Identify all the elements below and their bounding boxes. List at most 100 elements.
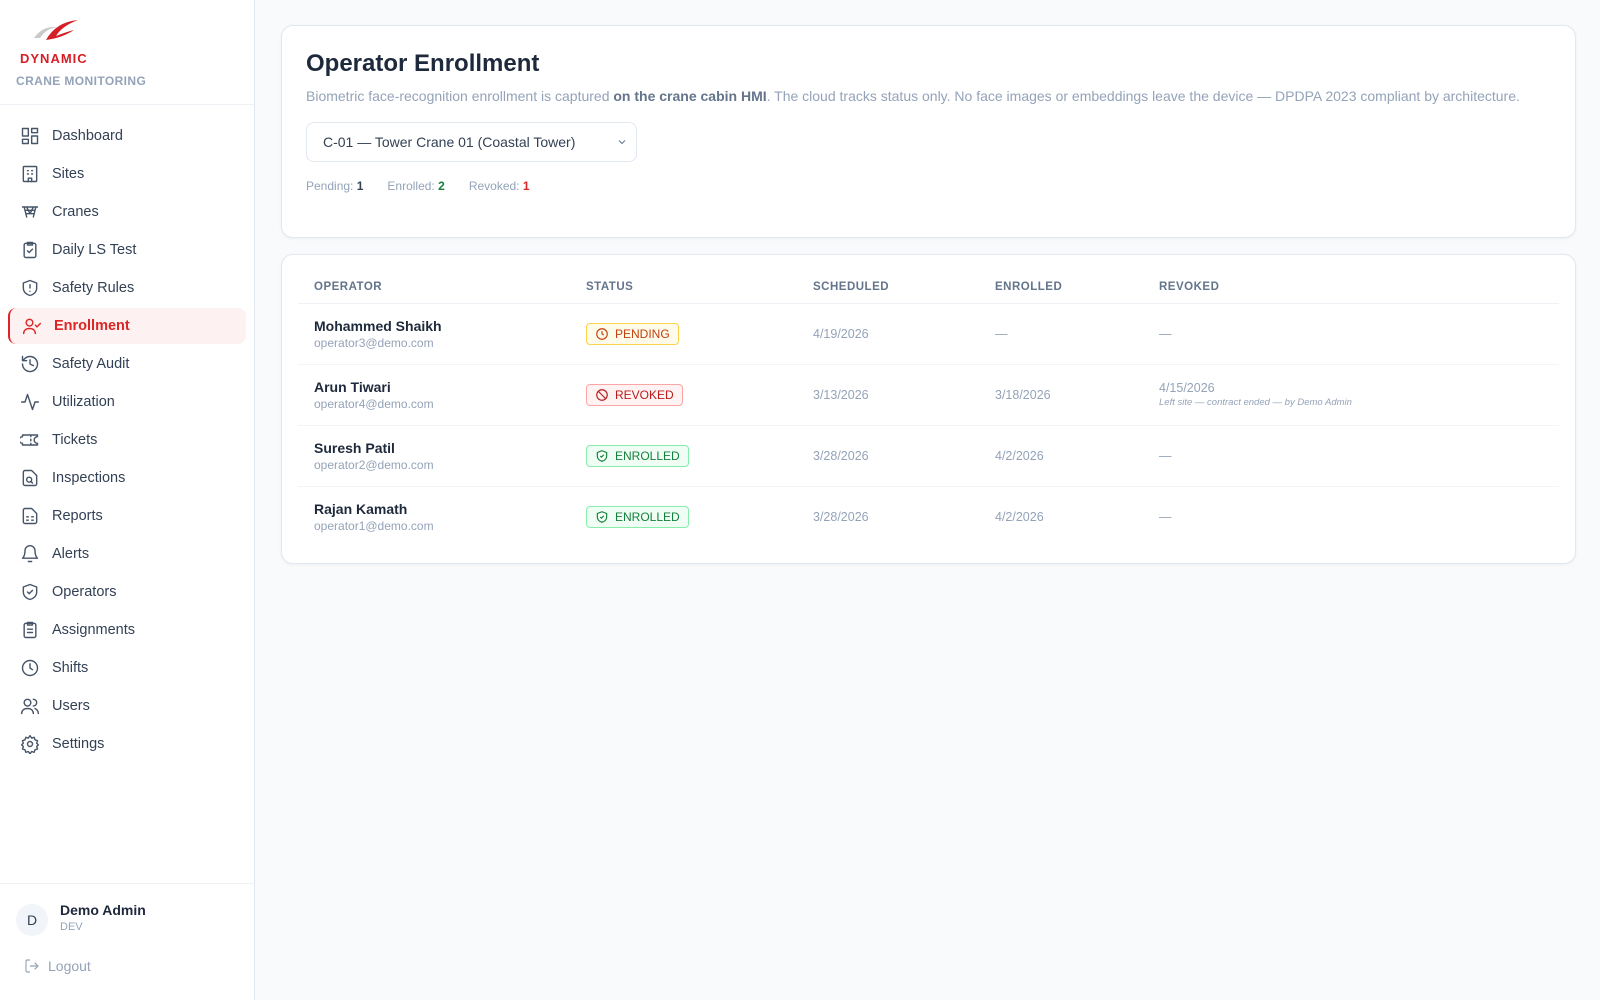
sidebar-item-reports[interactable]: Reports [8,498,246,534]
sidebar-item-alerts[interactable]: Alerts [8,536,246,572]
clock-icon [21,659,39,677]
desc-text: Biometric face-recognition enrollment is… [306,88,614,104]
enrollment-header-card: Operator Enrollment Biometric face-recog… [281,25,1576,238]
revoked-cell: — [1143,425,1559,487]
table-header: OPERATOR STATUS SCHEDULED ENROLLED REVOKED [298,271,1559,304]
clipboard-list-icon [23,621,37,639]
scheduled-cell: 3/13/2026 [797,364,979,426]
operator-email: operator2@demo.com [314,457,434,472]
shield-check-icon [596,510,608,523]
sidebar-item-assignments[interactable]: Assignments [8,612,246,648]
operator-email: operator3@demo.com [314,335,434,350]
revoked-cell: — [1143,303,1559,365]
operator-email: operator4@demo.com [314,396,434,411]
sidebar-item-dashboard[interactable]: Dashboard [8,118,246,154]
operator-email: operator1@demo.com [314,518,434,533]
status-counts: Pending: 1 Enrolled: 2 Revoked: 1 [306,179,1551,193]
sidebar-item-label: Utilization [52,394,115,410]
sidebar-item-safety-audit[interactable]: Safety Audit [8,346,246,382]
brand-subtitle: CRANE MONITORING [16,74,147,88]
bell-icon [21,545,39,563]
sidebar-item-label: Sites [52,166,85,182]
file-spreadsheet-icon [22,507,38,525]
sidebar-item-safety-rules[interactable]: Safety Rules [8,270,246,306]
file-search-icon [22,469,38,487]
status-label: ENROLLED [615,509,680,524]
operator-name: Arun Tiwari [314,378,391,395]
status-label: PENDING [615,326,670,341]
scheduled-cell: 3/28/2026 [797,425,979,487]
sidebar-item-label: Daily LS Test [52,242,137,258]
column-header: OPERATOR [298,271,570,304]
sidebar-item-label: Settings [52,736,105,752]
sidebar-item-label: Reports [52,508,103,524]
status-label: ENROLLED [615,448,680,463]
scheduled-cell: 4/19/2026 [797,303,979,365]
enrollment-table: OPERATOR STATUS SCHEDULED ENROLLED REVOKED M… [298,271,1559,547]
logout-icon [25,959,39,973]
clipboard-check-icon [23,241,37,259]
desc-bold: on the crane cabin HMI [613,88,767,104]
sidebar-item-shifts[interactable]: Shifts [8,650,246,686]
ban-icon [596,388,608,401]
label: Revoked: [468,179,520,193]
sidebar-item-label: Dashboard [52,128,123,144]
enrolled-cell: 4/2/2026 [979,425,1143,487]
table-row: Suresh Patil operator2@demo.com ENROLLED … [298,425,1559,487]
shield-check-icon [596,449,608,462]
column-header: STATUS [570,271,797,304]
sidebar-item-daily-ls-test[interactable]: Daily LS Test [8,232,246,268]
page-title: Operator Enrollment [306,50,540,77]
user-check-icon [22,318,42,335]
user-panel: D Demo Admin DEV Logout [0,883,254,1000]
sidebar-item-tickets[interactable]: Tickets [8,422,246,458]
sidebar-item-cranes[interactable]: Cranes [8,194,246,230]
page-description: Biometric face-recognition enrollment is… [306,86,1551,106]
operator-cell: Rajan Kamath operator1@demo.com [298,486,570,547]
avatar: D [16,904,48,936]
table-row: Mohammed Shaikh operator3@demo.com PENDIN… [298,303,1559,365]
building-icon [22,165,38,183]
value: 2 [438,179,445,193]
operator-cell: Mohammed Shaikh operator3@demo.com [298,303,570,365]
sidebar-item-label: Safety Rules [52,280,135,296]
operator-name: Rajan Kamath [314,500,408,517]
revoked-date: 4/15/2026 [1159,381,1215,395]
sidebar-nav: Dashboard Sites Cranes Daily LS Test Safety … [0,105,254,762]
enrolled-cell: 3/18/2026 [979,364,1143,426]
revoked-date: — [1159,448,1172,463]
sidebar-item-sites[interactable]: Sites [8,156,246,192]
sidebar-item-operators[interactable]: Operators [8,574,246,610]
sidebar-item-label: Safety Audit [52,356,130,372]
operator-cell: Arun Tiwari operator4@demo.com [298,364,570,426]
shield-check-icon [22,583,38,601]
sidebar-item-enrollment[interactable]: Enrollment [8,308,246,344]
sidebar-item-label: Operators [52,584,117,600]
table-row: Rajan Kamath operator1@demo.com ENROLLED … [298,486,1559,547]
sidebar-item-utilization[interactable]: Utilization [8,384,246,420]
status-badge: REVOKED [586,383,683,406]
column-header: REVOKED [1143,271,1559,304]
sidebar-item-users[interactable]: Users [8,688,246,724]
user-role: DEV [60,921,83,933]
logout-button[interactable]: Logout [16,936,238,974]
sidebar-item-inspections[interactable]: Inspections [8,460,246,496]
ticket-icon [20,434,39,446]
status-cell: ENROLLED [570,425,797,487]
crane-select[interactable]: C-01 — Tower Crane 01 (Coastal Tower) [306,122,637,162]
shield-alert-icon [22,279,38,297]
operator-name: Mohammed Shaikh [314,317,442,334]
crane-select-value: C-01 — Tower Crane 01 (Coastal Tower) [323,134,576,150]
revoked-cell: — [1143,486,1559,547]
status-cell: REVOKED [570,364,797,426]
scheduled-cell: 3/28/2026 [813,509,869,524]
sidebar-item-settings[interactable]: Settings [8,726,246,762]
logo-text: DYNAMIC [20,51,88,66]
column-header: SCHEDULED [797,271,979,304]
enrolled-cell: 4/2/2026 [995,509,1044,524]
sidebar-item-label: Alerts [52,546,90,562]
enrollment-table-card: OPERATOR STATUS SCHEDULED ENROLLED REVOKED M… [281,254,1576,564]
dynamic-logo [34,20,78,40]
operator-cell: Suresh Patil operator2@demo.com [298,425,570,487]
history-icon [21,355,39,373]
